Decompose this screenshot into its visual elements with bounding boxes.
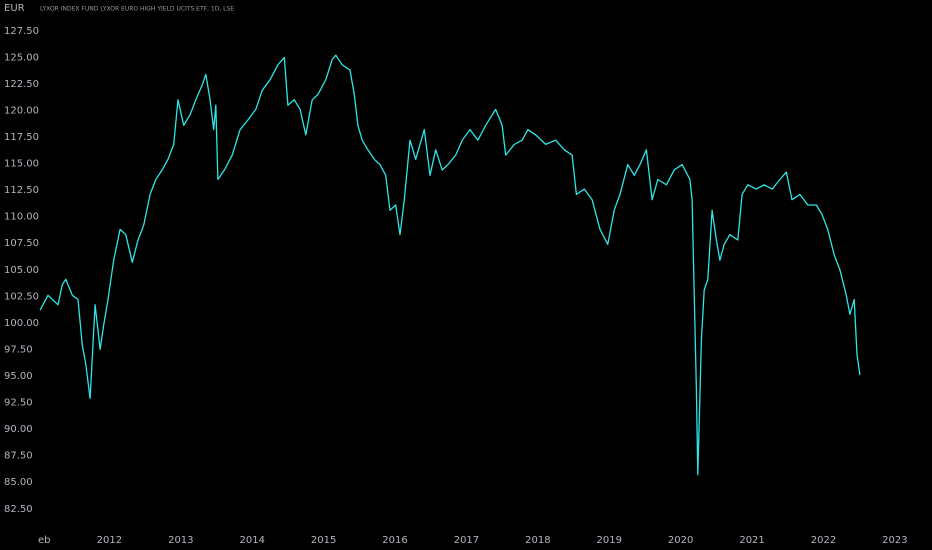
x-tick-label: 2017 xyxy=(454,535,479,546)
x-tick-label: 2018 xyxy=(525,535,550,546)
x-tick-label: 2019 xyxy=(597,535,622,546)
y-tick-label: 102.50 xyxy=(4,291,39,302)
y-tick-label: 110.00 xyxy=(4,212,39,223)
y-tick-label: 95.00 xyxy=(4,371,33,382)
y-tick-label: 112.50 xyxy=(4,185,39,196)
y-tick-label: 97.50 xyxy=(4,344,33,355)
y-tick-label: 117.50 xyxy=(4,132,39,143)
y-tick-label: 90.00 xyxy=(4,424,33,435)
x-tick-label: 2023 xyxy=(882,535,907,546)
x-tick-label: 2021 xyxy=(739,535,764,546)
y-tick-label: 105.00 xyxy=(4,265,39,276)
x-tick-label: 2012 xyxy=(97,535,122,546)
y-tick-label: 122.50 xyxy=(4,79,39,90)
y-tick-label: 120.00 xyxy=(4,105,39,116)
y-tick-label: 115.00 xyxy=(4,159,39,170)
y-tick-label: 87.50 xyxy=(4,451,33,462)
x-tick-label: eb xyxy=(38,535,51,546)
x-tick-label: 2020 xyxy=(668,535,693,546)
y-tick-label: 82.50 xyxy=(4,504,33,515)
price-line xyxy=(39,54,861,476)
y-tick-label: 92.50 xyxy=(4,398,33,409)
y-tick-label: 127.50 xyxy=(4,26,39,37)
chart-title: LYXOR INDEX FUND LYXOR EURO HIGH YIELD U… xyxy=(40,6,234,13)
x-tick-label: 2013 xyxy=(168,535,193,546)
y-tick-label: 100.00 xyxy=(4,318,39,329)
x-tick-label: 2016 xyxy=(382,535,407,546)
y-tick-label: 107.50 xyxy=(4,238,39,249)
x-tick-label: 2022 xyxy=(811,535,836,546)
x-tick-label: 2014 xyxy=(239,535,264,546)
y-axis-label: EUR xyxy=(4,3,25,14)
x-tick-label: 2015 xyxy=(311,535,336,546)
y-tick-label: 85.00 xyxy=(4,477,33,488)
y-tick-label: 125.00 xyxy=(4,52,39,63)
